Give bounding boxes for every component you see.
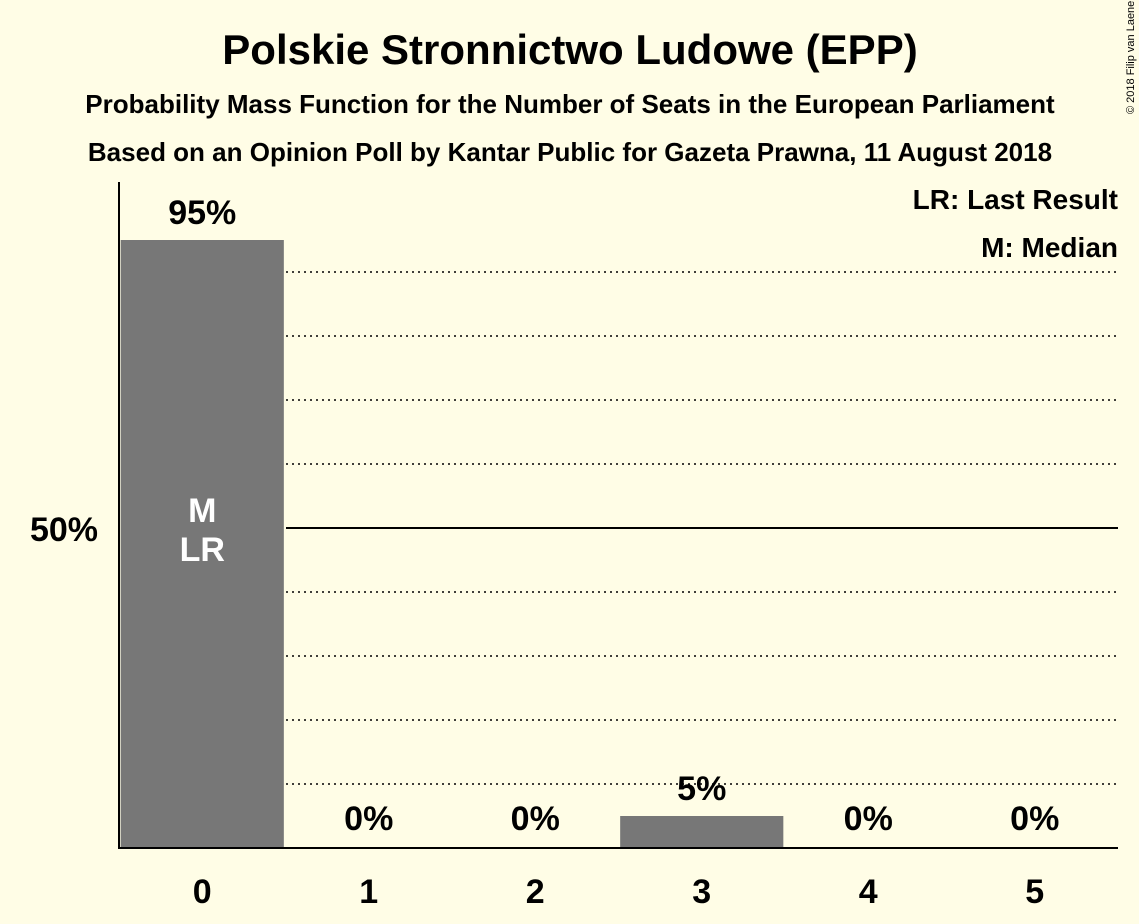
bars bbox=[120, 240, 784, 848]
data-labels: 95% MLR 0% 0% 5% 0% 0% bbox=[168, 194, 1059, 838]
legend-last-result: LR: Last Result bbox=[913, 184, 1118, 215]
x-tick-label-1: 1 bbox=[359, 873, 378, 911]
chart-subtitle-source: Based on an Opinion Poll by Kantar Publi… bbox=[88, 137, 1052, 167]
x-tick-label-0: 0 bbox=[193, 873, 212, 911]
x-tick-label-3: 3 bbox=[692, 873, 711, 911]
data-label-seat-5: 0% bbox=[1010, 800, 1059, 838]
y-tick-label-50: 50% bbox=[30, 511, 98, 549]
x-tick-label-5: 5 bbox=[1025, 873, 1044, 911]
x-tick-labels: 0 1 2 3 4 5 bbox=[193, 873, 1044, 911]
x-tick-label-2: 2 bbox=[526, 873, 545, 911]
legend-median: M: Median bbox=[981, 232, 1118, 263]
chart-title: Polskie Stronnictwo Ludowe (EPP) bbox=[222, 26, 917, 73]
data-label-seat-2: 0% bbox=[511, 800, 560, 838]
data-label-seat-0: 95% bbox=[168, 194, 236, 232]
last-result-marker: LR bbox=[180, 531, 225, 569]
median-marker: M bbox=[188, 492, 216, 530]
gridlines bbox=[286, 271, 1118, 785]
bar-seat-3 bbox=[620, 816, 784, 848]
copyright-notice: © 2018 Filip van Laenen bbox=[1125, 0, 1137, 114]
chart-subtitle-method: Probability Mass Function for the Number… bbox=[85, 89, 1055, 119]
data-label-seat-1: 0% bbox=[344, 800, 393, 838]
x-tick-label-4: 4 bbox=[859, 873, 878, 911]
bar-seat-0 bbox=[120, 240, 284, 848]
data-label-seat-3: 5% bbox=[677, 770, 726, 808]
data-label-seat-4: 0% bbox=[844, 800, 893, 838]
